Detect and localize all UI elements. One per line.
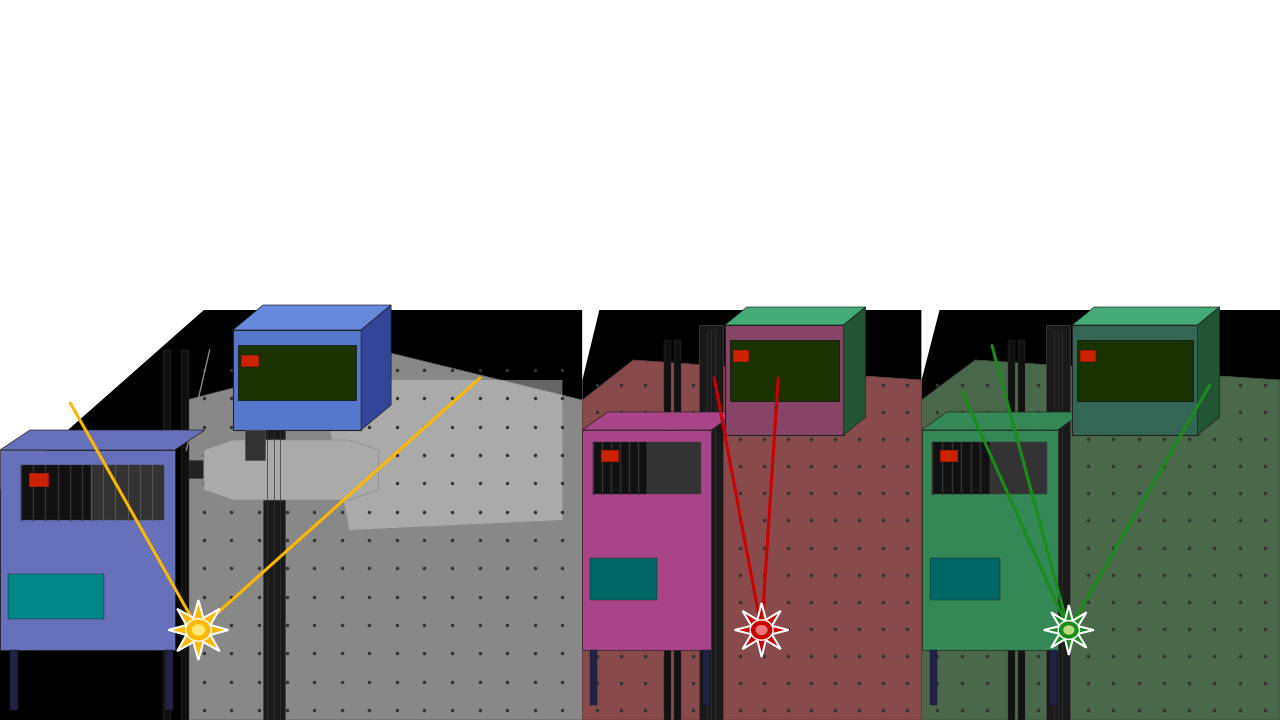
Bar <box>180 350 188 720</box>
Polygon shape <box>922 0 1280 380</box>
Polygon shape <box>922 412 1083 430</box>
Polygon shape <box>922 360 1280 720</box>
Ellipse shape <box>192 624 205 636</box>
Polygon shape <box>582 0 922 380</box>
Polygon shape <box>187 350 582 720</box>
Ellipse shape <box>186 618 211 642</box>
Bar <box>233 330 361 430</box>
Polygon shape <box>361 305 392 430</box>
Polygon shape <box>1046 325 1070 720</box>
Polygon shape <box>582 310 922 720</box>
Bar <box>922 430 1057 650</box>
Bar <box>646 442 701 494</box>
Polygon shape <box>0 310 582 720</box>
Bar <box>20 465 95 520</box>
Bar <box>733 350 749 362</box>
Bar <box>238 345 356 400</box>
Bar <box>29 473 49 487</box>
Ellipse shape <box>1064 625 1074 635</box>
Bar <box>241 355 259 367</box>
Polygon shape <box>582 412 736 430</box>
Bar <box>91 465 164 520</box>
Bar <box>675 340 681 720</box>
Bar <box>724 325 844 435</box>
Polygon shape <box>1043 605 1094 655</box>
Polygon shape <box>436 0 582 310</box>
Polygon shape <box>844 307 865 435</box>
Bar <box>941 450 959 462</box>
Ellipse shape <box>1059 621 1079 639</box>
Bar <box>929 557 1001 600</box>
Bar <box>600 450 618 462</box>
Bar <box>730 340 838 400</box>
Bar <box>590 557 658 600</box>
Polygon shape <box>1073 307 1220 325</box>
Polygon shape <box>922 310 1280 720</box>
Ellipse shape <box>755 625 768 635</box>
Bar <box>703 650 710 705</box>
Bar <box>10 650 18 710</box>
Bar <box>165 650 173 710</box>
Bar <box>593 442 646 494</box>
Polygon shape <box>699 325 723 720</box>
Bar <box>1073 325 1198 435</box>
Bar <box>1007 340 1015 720</box>
Bar <box>664 340 671 720</box>
Ellipse shape <box>750 620 773 640</box>
Polygon shape <box>735 603 788 657</box>
Polygon shape <box>0 430 205 450</box>
Bar <box>1019 340 1025 720</box>
Bar <box>1080 350 1096 362</box>
Polygon shape <box>204 440 379 500</box>
Polygon shape <box>582 360 922 720</box>
Bar <box>590 650 598 705</box>
Polygon shape <box>1198 307 1220 435</box>
Polygon shape <box>724 307 865 325</box>
Polygon shape <box>922 360 1280 720</box>
Polygon shape <box>582 360 922 720</box>
Bar <box>8 574 104 619</box>
Polygon shape <box>320 380 562 530</box>
Polygon shape <box>233 305 392 330</box>
Polygon shape <box>169 600 228 660</box>
Bar <box>933 442 989 494</box>
Bar <box>187 460 315 478</box>
Bar <box>244 430 265 460</box>
Bar <box>929 650 937 705</box>
Polygon shape <box>262 320 284 720</box>
Bar <box>0 450 175 650</box>
Bar <box>989 442 1047 494</box>
Bar <box>582 430 712 650</box>
Bar <box>163 350 172 720</box>
Bar <box>1050 650 1057 705</box>
Bar <box>1078 340 1193 400</box>
Polygon shape <box>0 0 436 490</box>
